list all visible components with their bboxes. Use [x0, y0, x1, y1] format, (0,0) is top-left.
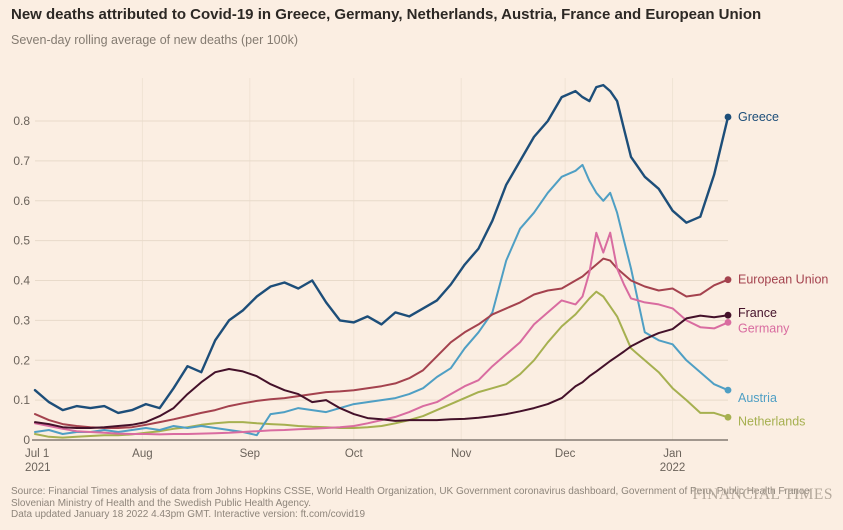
- x-axis-tick-label: Oct: [345, 448, 364, 460]
- x-axis-tick-label: Jan: [663, 448, 682, 460]
- series-end-dot-france: [724, 311, 732, 319]
- x-axis-tick-label: Jul 1: [25, 448, 49, 460]
- y-axis-tick-label: 0.4: [13, 274, 30, 288]
- series-end-dot-greece: [724, 113, 732, 121]
- series-end-dot-germany: [724, 318, 732, 326]
- ft-logo: FINANCIAL TIMES: [692, 486, 833, 503]
- series-label-france: France: [738, 306, 777, 320]
- line-chart-canvas: 0 0.1 0.2 0.3 0.4 0.5 0.6 0.7 0.8 Jul 1 2021 Aug Sep…: [13, 78, 828, 474]
- source-line: Slovenian Ministry of Health and the Swe…: [11, 497, 311, 509]
- series-line-greece: [33, 83, 730, 415]
- series-line-france: [34, 314, 729, 429]
- series-line-germany: [34, 231, 729, 436]
- series-label-austria: Austria: [738, 391, 777, 405]
- x-axis-tick-label: 2021: [25, 462, 51, 474]
- source-line: Data updated January 18 2022 4.43pm GMT.…: [11, 509, 366, 520]
- x-axis-tick-label: 2022: [660, 462, 686, 474]
- series-end-dot-austria: [724, 386, 732, 394]
- y-axis-tick-label: 0.8: [13, 114, 30, 128]
- source-note: Source: Financial Times analysis of data…: [11, 486, 812, 521]
- source-line: Source: Financial Times analysis of data…: [11, 486, 813, 497]
- y-axis-tick-label: 0: [23, 433, 30, 447]
- series-line-netherlands: [34, 290, 729, 439]
- chart-subtitle: Seven-day rolling average of new deaths …: [11, 33, 298, 47]
- y-axis-tick-label: 0.5: [13, 234, 30, 248]
- x-axis-tick-label: Aug: [132, 448, 152, 460]
- series-label-greece: Greece: [738, 110, 779, 124]
- series-end-dot-european-union: [724, 276, 732, 284]
- y-axis-tick-label: 0.2: [13, 353, 30, 367]
- series-label-european-union: European Union: [738, 273, 828, 287]
- series-label-netherlands: Netherlands: [738, 414, 805, 428]
- chart-title: New deaths attributed to Covid-19 in Gre…: [11, 6, 762, 23]
- y-axis-tick-label: 0.6: [13, 194, 30, 208]
- y-axis-tick-label: 0.3: [13, 313, 30, 327]
- series-line-austria: [34, 163, 729, 437]
- y-axis-tick-label: 0.1: [13, 393, 30, 407]
- x-axis-tick-label: Dec: [555, 448, 576, 460]
- series-end-dot-netherlands: [724, 413, 732, 421]
- series-label-germany: Germany: [738, 321, 790, 335]
- x-axis-tick-label: Sep: [240, 448, 260, 460]
- x-axis-tick-label: Nov: [451, 448, 472, 460]
- y-axis-tick-label: 0.7: [13, 154, 30, 168]
